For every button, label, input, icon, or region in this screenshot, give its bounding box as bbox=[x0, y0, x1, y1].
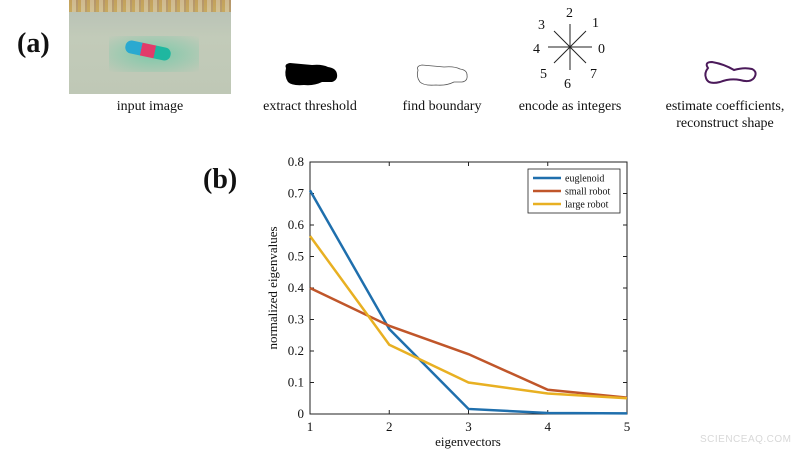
code-3: 3 bbox=[538, 18, 545, 33]
code-5: 5 bbox=[540, 67, 547, 82]
y-tick-label: 0.8 bbox=[288, 154, 304, 169]
caption-find-boundary: find boundary bbox=[402, 99, 482, 114]
y-tick-label: 0.3 bbox=[288, 312, 304, 327]
y-tick-label: 0.1 bbox=[288, 375, 304, 390]
x-tick-label: 4 bbox=[545, 419, 552, 434]
y-tick-label: 0.5 bbox=[288, 249, 304, 264]
legend-label: small robot bbox=[565, 187, 610, 198]
y-tick-label: 0.4 bbox=[288, 280, 305, 295]
x-tick-label: 3 bbox=[465, 419, 472, 434]
panel-a-label: (a) bbox=[17, 28, 50, 59]
legend: euglenoid small robot large robot bbox=[527, 168, 621, 214]
x-tick-label: 1 bbox=[307, 419, 314, 434]
reconstructed-shape bbox=[704, 60, 757, 84]
caption-encode-integers: encode as integers bbox=[518, 99, 622, 114]
series-line-euglenoid bbox=[308, 189, 628, 415]
series-line-large-robot bbox=[308, 235, 628, 400]
caption-input-image: input image bbox=[116, 99, 184, 114]
code-2: 2 bbox=[566, 6, 573, 21]
series-line-small-robot bbox=[309, 286, 628, 399]
y-axis-label: normalized eigenvalues bbox=[265, 226, 280, 349]
y-tick-label: 0.2 bbox=[288, 343, 304, 358]
photo-edge bbox=[69, 0, 231, 12]
input-image bbox=[69, 0, 231, 94]
x-axis-label: eigenvectors bbox=[435, 434, 501, 449]
code-7: 7 bbox=[590, 67, 597, 82]
panel-b-label: (b) bbox=[203, 164, 238, 195]
caption-extract-threshold: extract threshold bbox=[263, 99, 357, 114]
watermark: SCIENCEAQ.COM bbox=[700, 434, 792, 445]
x-tick-label: 5 bbox=[624, 419, 631, 434]
legend-label: euglenoid bbox=[565, 174, 604, 185]
direction-code-diagram: 0 1 2 3 4 5 6 7 bbox=[533, 6, 605, 90]
series-lines bbox=[308, 189, 628, 415]
code-0: 0 bbox=[598, 42, 605, 57]
code-6: 6 bbox=[564, 77, 571, 90]
threshold-silhouette bbox=[285, 63, 338, 86]
axis-ticks: 1 2 3 4 5 0 0.1 0.2 0.3 0.4 0.5 0.6 0.7 0.8 bbox=[288, 154, 631, 434]
y-tick-label: 0 bbox=[298, 406, 305, 421]
caption-line-1: estimate coefficients, bbox=[665, 99, 785, 114]
code-1: 1 bbox=[592, 16, 599, 31]
caption-line-2: reconstruct shape bbox=[676, 116, 774, 131]
x-tick-label: 2 bbox=[386, 419, 393, 434]
y-tick-label: 0.7 bbox=[288, 186, 305, 201]
legend-label: large robot bbox=[565, 200, 609, 211]
y-tick-label: 0.6 bbox=[288, 217, 305, 232]
boundary-outline bbox=[416, 64, 468, 86]
code-4: 4 bbox=[533, 42, 540, 57]
caption-estimate-coefficients: estimate coefficients, reconstruct shape bbox=[650, 98, 800, 132]
